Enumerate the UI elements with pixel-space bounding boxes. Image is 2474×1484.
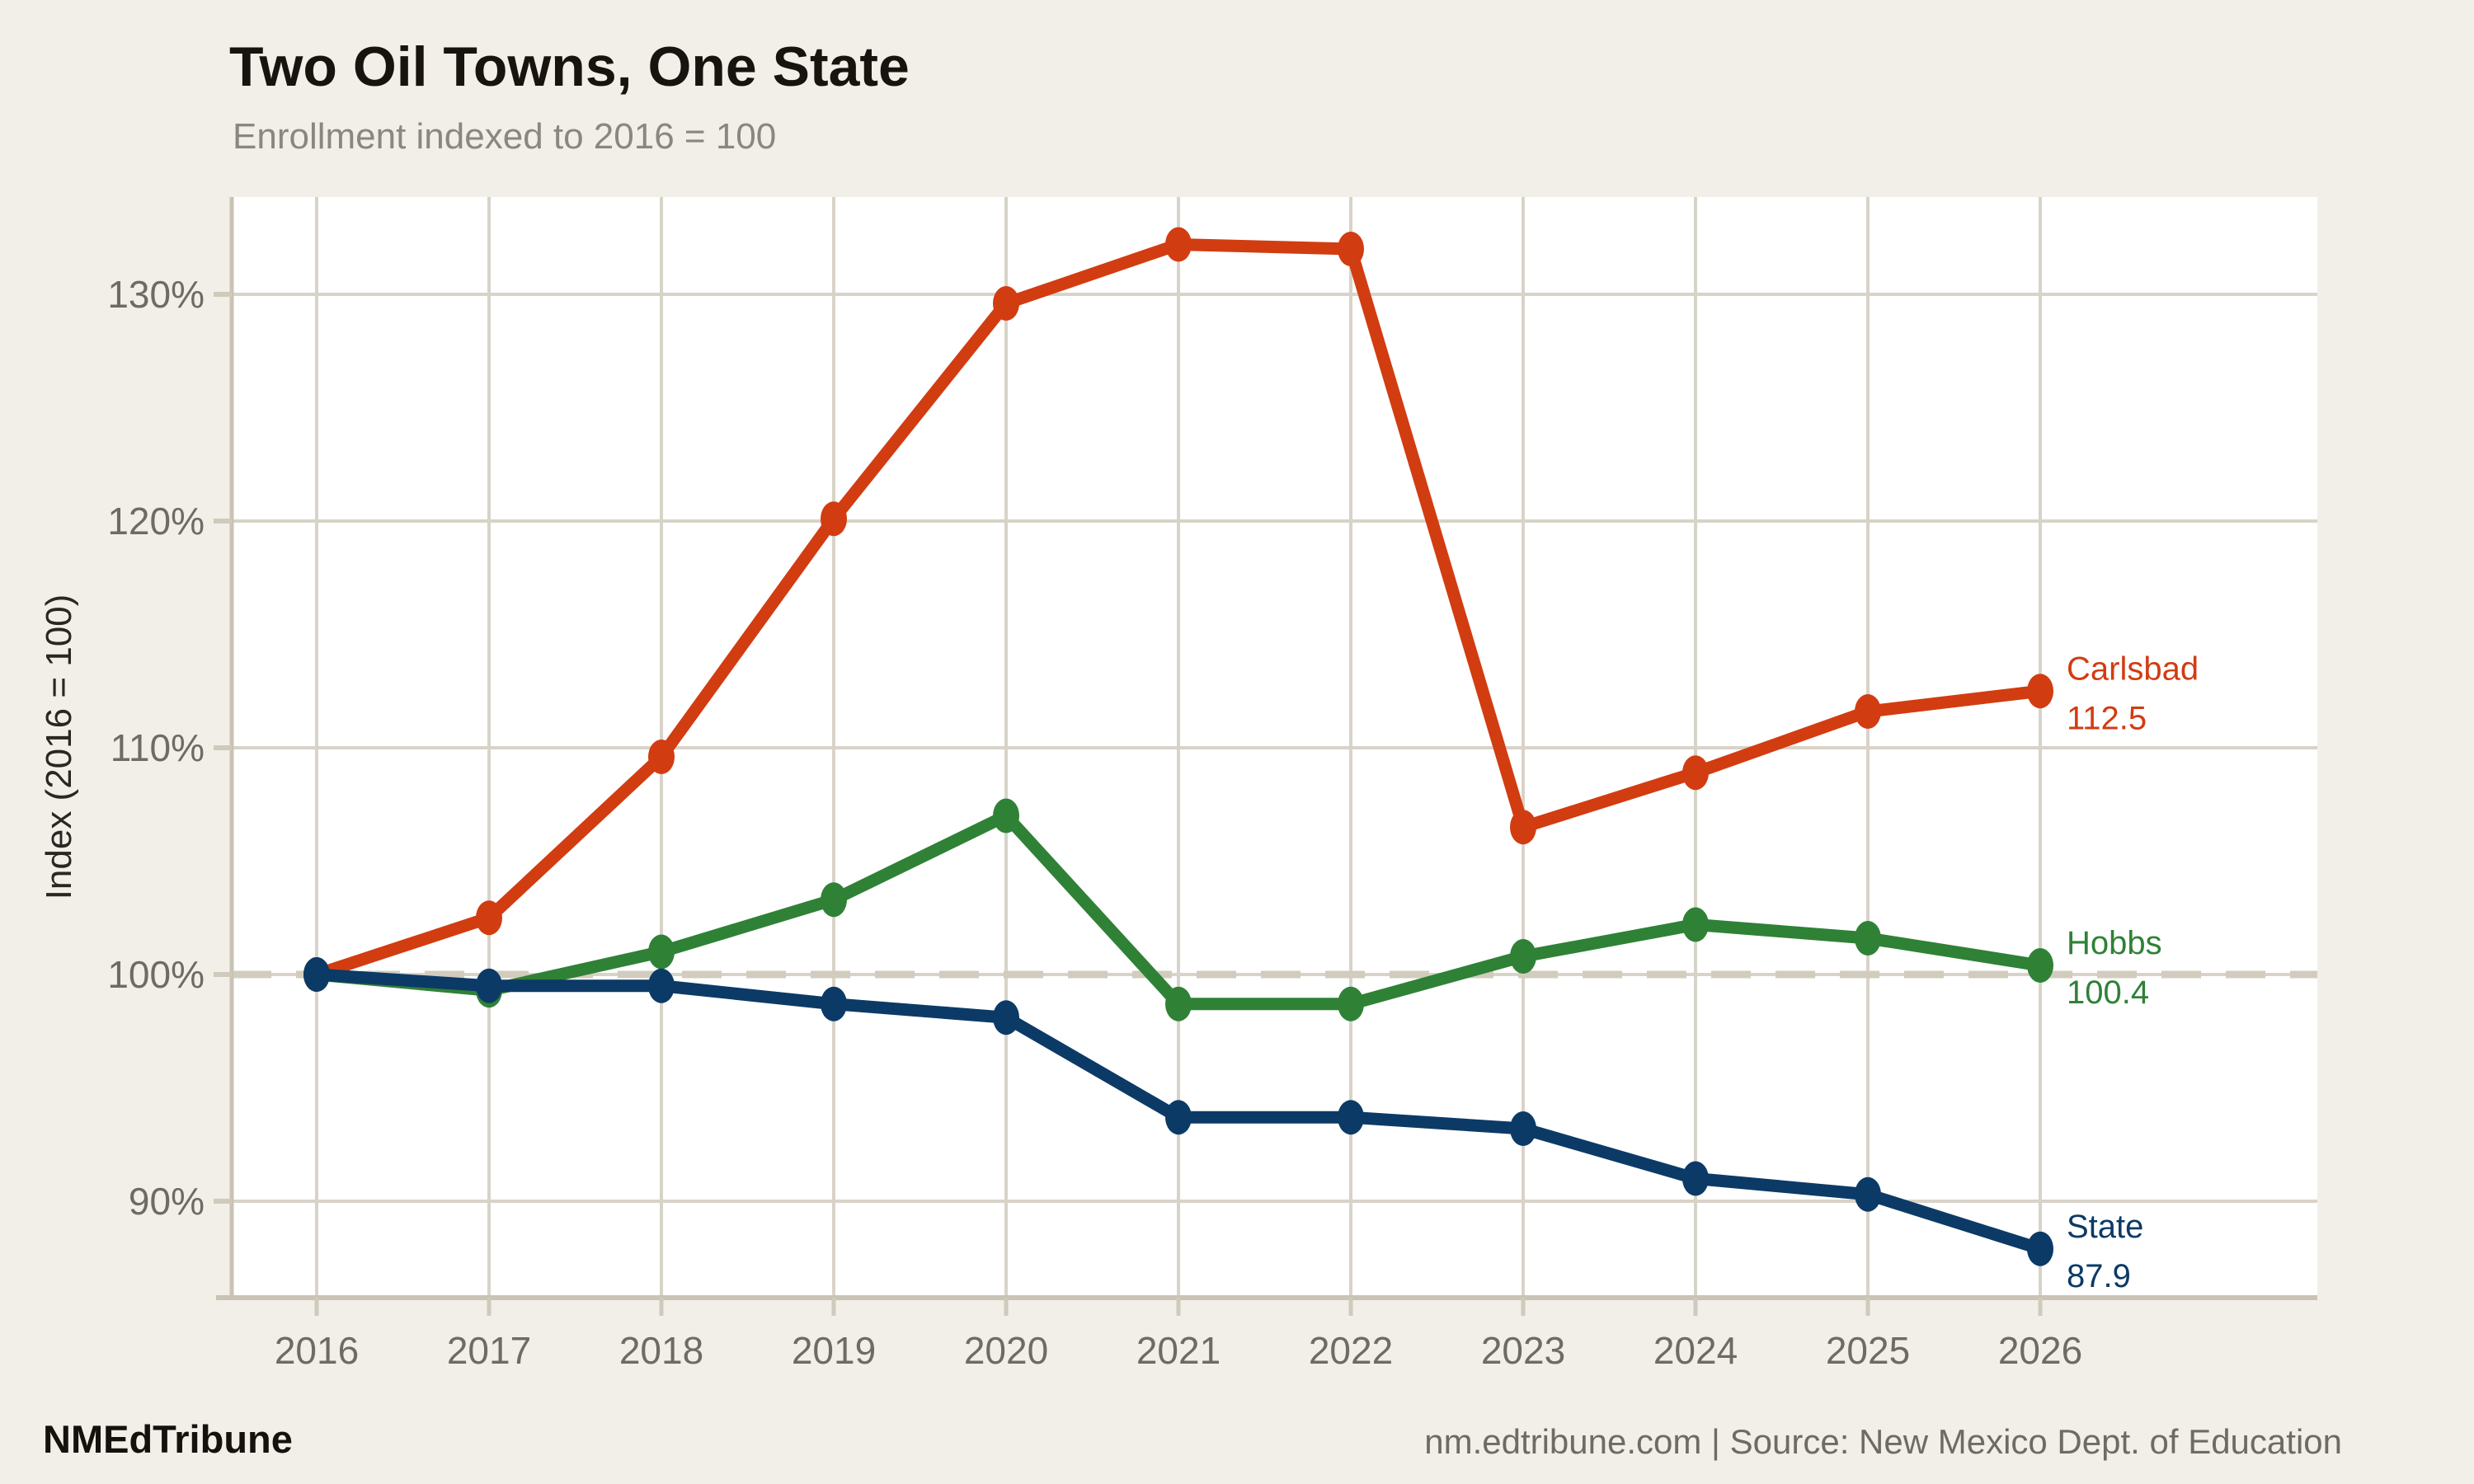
- data-point-hobbs: [1338, 986, 1364, 1021]
- data-point-state: [1855, 1176, 1881, 1212]
- y-tick-label: 90%: [129, 1180, 205, 1223]
- data-point-state: [1165, 1100, 1192, 1135]
- series-value-label-carlsbad: 112.5: [2067, 700, 2147, 736]
- x-tick-label: 2026: [1998, 1329, 2082, 1372]
- y-tick-label: 120%: [107, 500, 205, 542]
- data-point-hobbs: [1682, 907, 1709, 942]
- data-point-hobbs: [821, 882, 847, 918]
- y-tick-label: 100%: [107, 953, 205, 996]
- data-point-state: [648, 968, 675, 1003]
- data-point-state: [2027, 1231, 2053, 1266]
- x-tick-label: 2025: [1826, 1329, 1910, 1372]
- data-point-state: [476, 968, 502, 1003]
- data-point-carlsbad: [1165, 227, 1192, 262]
- series-name-label-carlsbad: Carlsbad: [2067, 650, 2199, 687]
- x-tick-label: 2017: [447, 1329, 531, 1372]
- x-tick-label: 2020: [964, 1329, 1048, 1372]
- chart-title: Two Oil Towns, One State: [229, 35, 910, 98]
- data-point-state: [993, 1000, 1019, 1036]
- data-point-hobbs: [1510, 939, 1536, 974]
- x-tick-label: 2023: [1481, 1329, 1565, 1372]
- series-value-label-state: 87.9: [2067, 1258, 2131, 1294]
- series-name-label-state: State: [2067, 1209, 2143, 1245]
- data-point-carlsbad: [476, 900, 502, 936]
- data-point-hobbs: [2027, 948, 2053, 983]
- series-value-label-hobbs: 100.4: [2067, 974, 2149, 1011]
- data-point-state: [821, 986, 847, 1021]
- data-point-carlsbad: [993, 286, 1019, 321]
- data-point-carlsbad: [648, 740, 675, 774]
- data-point-hobbs: [993, 798, 1019, 834]
- x-tick-label: 2019: [792, 1329, 876, 1372]
- series-name-label-hobbs: Hobbs: [2067, 925, 2162, 961]
- footer-source-attribution: nm.edtribune.com | Source: New Mexico De…: [1424, 1422, 2342, 1461]
- data-point-state: [1682, 1161, 1709, 1196]
- x-tick-label: 2021: [1136, 1329, 1221, 1372]
- data-point-hobbs: [648, 934, 675, 970]
- data-point-state: [1338, 1100, 1364, 1135]
- footer-brand-logo: NMEdTribune: [43, 1417, 293, 1461]
- data-point-carlsbad: [2027, 674, 2053, 709]
- data-point-carlsbad: [1338, 232, 1364, 266]
- y-tick-label: 110%: [111, 726, 205, 769]
- data-point-state: [303, 957, 330, 992]
- x-tick-label: 2022: [1309, 1329, 1393, 1372]
- data-point-hobbs: [1855, 921, 1881, 956]
- data-point-carlsbad: [1510, 810, 1536, 845]
- data-point-state: [1510, 1111, 1536, 1146]
- y-tick-label: 130%: [107, 273, 205, 316]
- x-tick-label: 2018: [619, 1329, 703, 1372]
- data-point-carlsbad: [1682, 755, 1709, 791]
- data-point-hobbs: [1165, 986, 1192, 1021]
- x-tick-label: 2016: [275, 1329, 359, 1372]
- chart-subtitle: Enrollment indexed to 2016 = 100: [233, 116, 777, 157]
- y-axis-title: Index (2016 = 100): [38, 594, 79, 900]
- x-tick-label: 2024: [1653, 1329, 1738, 1372]
- data-point-carlsbad: [1855, 694, 1881, 729]
- data-point-carlsbad: [821, 501, 847, 537]
